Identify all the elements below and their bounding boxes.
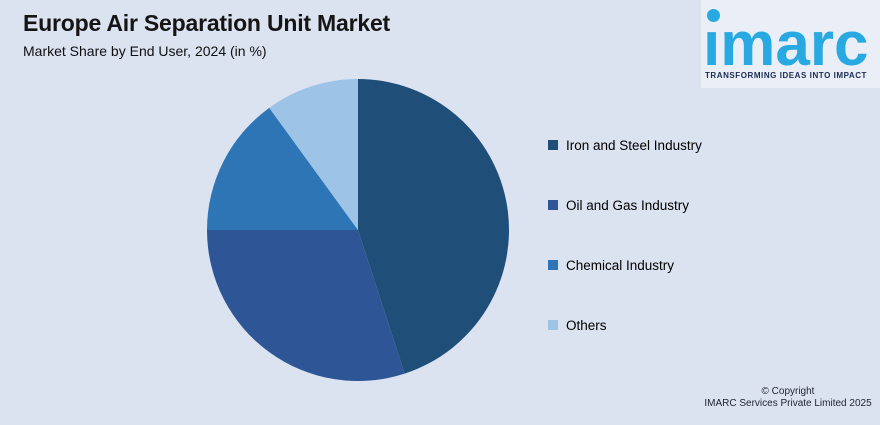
logo-i-dot-icon bbox=[707, 9, 720, 22]
pie-chart bbox=[207, 79, 509, 381]
page-title: Europe Air Separation Unit Market bbox=[23, 10, 391, 36]
legend-label: Others bbox=[566, 317, 607, 333]
logo-brand-text: ımarc bbox=[703, 10, 869, 79]
pie-slice-iron-and-steel-industry bbox=[358, 79, 509, 374]
legend-item-iron-and-steel-industry: Iron and Steel Industry bbox=[548, 136, 702, 154]
copyright-line1: © Copyright bbox=[761, 386, 815, 397]
legend-swatch-icon bbox=[548, 200, 558, 210]
legend-label: Oil and Gas Industry bbox=[566, 197, 690, 213]
page-subtitle: Market Share by End User, 2024 (in %) bbox=[23, 43, 267, 59]
legend-swatch-icon bbox=[548, 140, 558, 150]
legend-label: Chemical Industry bbox=[566, 257, 675, 273]
legend-swatch-icon bbox=[548, 320, 558, 330]
legend-item-others: Others bbox=[548, 316, 702, 334]
header: Europe Air Separation Unit Market Market… bbox=[23, 10, 390, 59]
pie-slice-others bbox=[269, 79, 358, 230]
legend-label: Iron and Steel Industry bbox=[566, 137, 702, 153]
legend-item-oil-and-gas-industry: Oil and Gas Industry bbox=[548, 196, 702, 214]
legend-item-chemical-industry: Chemical Industry bbox=[548, 256, 702, 274]
copyright: © Copyright IMARC Services Private Limit… bbox=[700, 386, 876, 410]
legend: Iron and Steel Industry Oil and Gas Indus… bbox=[548, 136, 702, 334]
logo-tagline: TRANSFORMING IDEAS INTO IMPACT bbox=[705, 71, 867, 80]
imarc-logo: ımarc TRANSFORMING IDEAS INTO IMPACT bbox=[701, 0, 880, 88]
pie-slice-chemical-industry bbox=[207, 107, 358, 230]
pie-slice-oil-and-gas-industry bbox=[207, 230, 405, 381]
legend-swatch-icon bbox=[548, 260, 558, 270]
copyright-line2: IMARC Services Private Limited 2025 bbox=[704, 398, 872, 409]
